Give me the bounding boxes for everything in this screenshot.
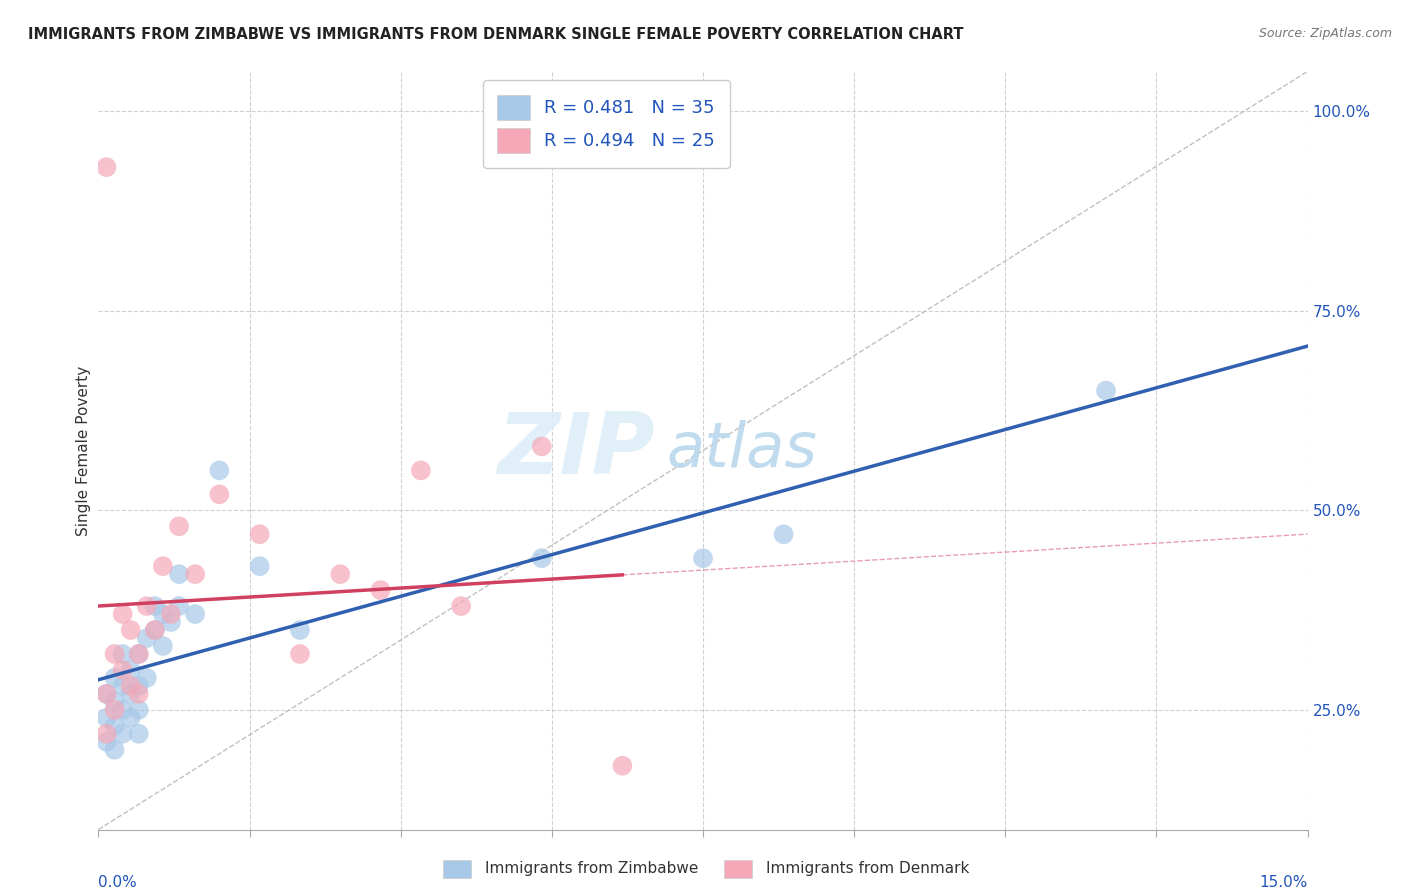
- Point: [128, 647, 150, 661]
- Point: [450, 599, 472, 613]
- Point: [96, 711, 118, 725]
- Point: [288, 623, 311, 637]
- Point: [120, 687, 142, 701]
- Point: [111, 703, 134, 717]
- Point: [692, 551, 714, 566]
- Point: [111, 663, 134, 677]
- Point: [135, 599, 157, 613]
- Point: [167, 599, 190, 613]
- Text: Source: ZipAtlas.com: Source: ZipAtlas.com: [1258, 27, 1392, 40]
- Point: [103, 703, 125, 717]
- Point: [111, 727, 134, 741]
- Point: [135, 631, 157, 645]
- Point: [96, 735, 118, 749]
- Point: [128, 703, 150, 717]
- Point: [103, 743, 125, 757]
- Point: [152, 607, 174, 621]
- Legend: R = 0.481   N = 35, R = 0.494   N = 25: R = 0.481 N = 35, R = 0.494 N = 25: [484, 80, 730, 168]
- Point: [249, 527, 271, 541]
- Text: ZIP: ZIP: [496, 409, 655, 492]
- Point: [111, 679, 134, 693]
- Text: Immigrants from Zimbabwe: Immigrants from Zimbabwe: [485, 862, 699, 876]
- Point: [120, 623, 142, 637]
- Text: atlas: atlas: [666, 420, 818, 481]
- Point: [120, 679, 142, 693]
- Point: [96, 687, 118, 701]
- Point: [111, 647, 134, 661]
- Point: [120, 663, 142, 677]
- Y-axis label: Single Female Poverty: Single Female Poverty: [76, 366, 91, 535]
- Point: [103, 695, 125, 709]
- Point: [288, 647, 311, 661]
- Point: [160, 607, 183, 621]
- Point: [184, 567, 207, 582]
- Text: Immigrants from Denmark: Immigrants from Denmark: [766, 862, 970, 876]
- Point: [1095, 384, 1118, 398]
- Point: [128, 647, 150, 661]
- Point: [772, 527, 794, 541]
- Point: [160, 615, 183, 629]
- Point: [152, 639, 174, 653]
- Point: [128, 679, 150, 693]
- Text: IMMIGRANTS FROM ZIMBABWE VS IMMIGRANTS FROM DENMARK SINGLE FEMALE POVERTY CORREL: IMMIGRANTS FROM ZIMBABWE VS IMMIGRANTS F…: [28, 27, 963, 42]
- Point: [612, 758, 634, 772]
- Point: [103, 719, 125, 733]
- Text: 0.0%: 0.0%: [98, 875, 138, 890]
- Point: [96, 687, 118, 701]
- Point: [329, 567, 352, 582]
- Point: [208, 463, 231, 477]
- Point: [167, 567, 190, 582]
- Point: [530, 551, 553, 566]
- Point: [128, 727, 150, 741]
- Text: 15.0%: 15.0%: [1260, 875, 1308, 890]
- Point: [96, 160, 118, 174]
- Point: [208, 487, 231, 501]
- Point: [103, 671, 125, 685]
- Point: [111, 607, 134, 621]
- Point: [120, 711, 142, 725]
- Point: [143, 599, 166, 613]
- Point: [184, 607, 207, 621]
- Point: [96, 727, 118, 741]
- Point: [135, 671, 157, 685]
- Point: [249, 559, 271, 574]
- Point: [530, 440, 553, 454]
- Point: [143, 623, 166, 637]
- Point: [143, 623, 166, 637]
- Point: [128, 687, 150, 701]
- Point: [167, 519, 190, 533]
- Point: [103, 647, 125, 661]
- Point: [152, 559, 174, 574]
- Point: [370, 583, 392, 598]
- Point: [409, 463, 432, 477]
